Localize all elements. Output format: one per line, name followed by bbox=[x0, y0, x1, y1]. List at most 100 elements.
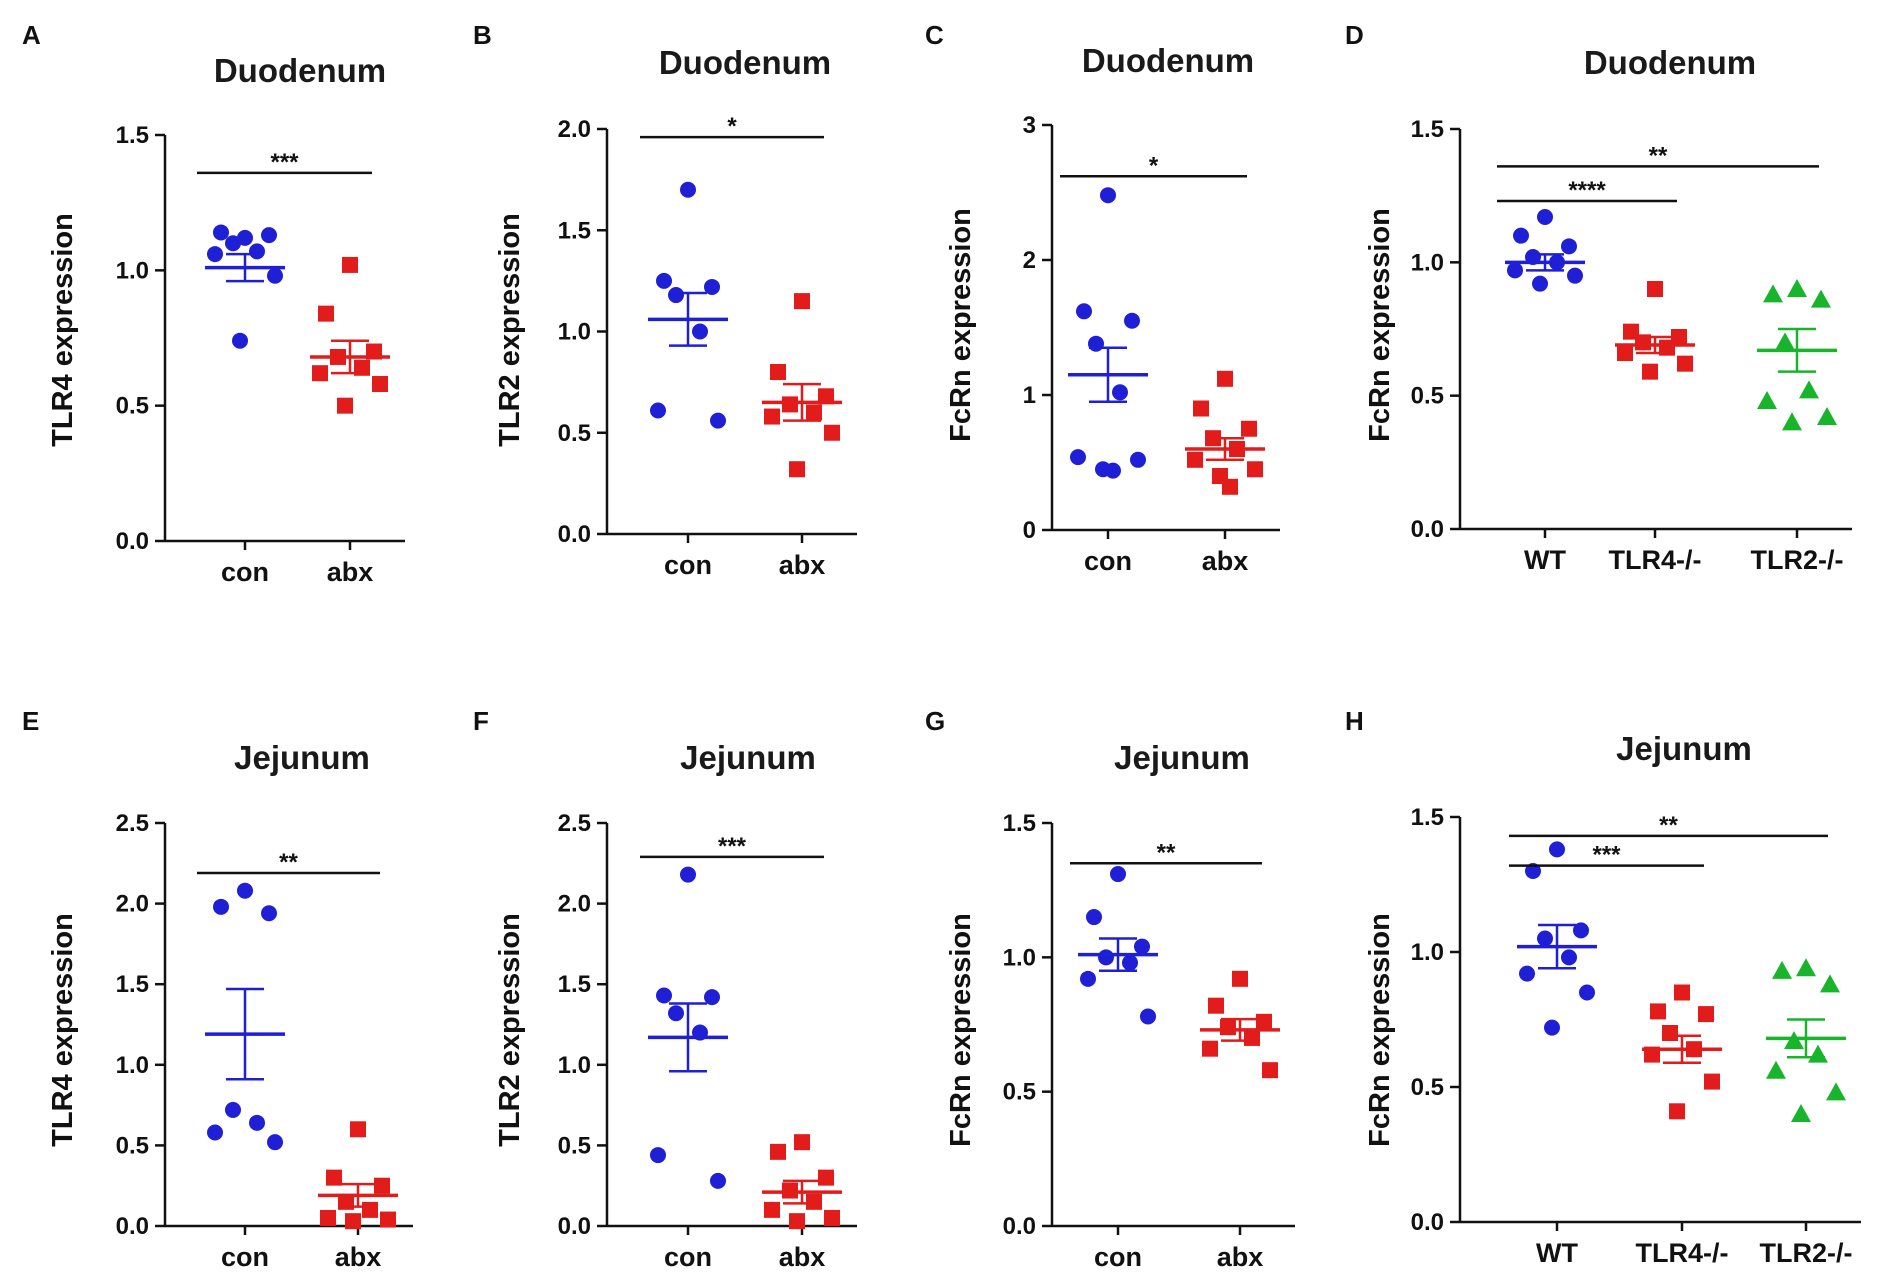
data-point bbox=[342, 256, 358, 273]
chart-title: Duodenum bbox=[1584, 44, 1756, 81]
data-point bbox=[213, 898, 229, 915]
x-tick-label: TLR2-/- bbox=[1760, 1238, 1853, 1268]
data-point bbox=[656, 272, 672, 289]
data-point bbox=[1193, 400, 1209, 417]
group-abx: abx bbox=[318, 1121, 398, 1272]
data-point bbox=[1796, 958, 1816, 977]
data-point bbox=[1208, 997, 1224, 1014]
data-point bbox=[1241, 420, 1257, 437]
panel-letter: G bbox=[925, 706, 945, 736]
data-point bbox=[789, 461, 805, 478]
data-point bbox=[650, 1147, 666, 1164]
data-point bbox=[1247, 461, 1263, 478]
data-point bbox=[764, 1201, 780, 1218]
y-tick-label: 1.0 bbox=[558, 319, 591, 346]
y-tick-label: 1.5 bbox=[1411, 804, 1444, 831]
data-point bbox=[337, 397, 353, 414]
chart-title: Jejunum bbox=[1114, 739, 1250, 776]
chart-title: Jejunum bbox=[1616, 730, 1752, 767]
data-point bbox=[1532, 275, 1548, 292]
group-abx: abx bbox=[1200, 970, 1280, 1272]
panel-letter: B bbox=[473, 20, 492, 50]
y-tick-label: 0.0 bbox=[558, 521, 591, 548]
data-point bbox=[1202, 1040, 1218, 1057]
panel-letter: H bbox=[1345, 706, 1364, 736]
group-con: con bbox=[205, 224, 285, 587]
data-point bbox=[237, 882, 253, 899]
chart-title: Jejunum bbox=[680, 739, 816, 776]
y-tick-label: 1.5 bbox=[1411, 116, 1444, 143]
y-tick-label: 0.5 bbox=[116, 393, 149, 420]
data-point bbox=[267, 267, 283, 284]
y-tick-label: 2.5 bbox=[116, 810, 149, 837]
data-point bbox=[668, 1005, 684, 1022]
data-point bbox=[1799, 380, 1819, 399]
significance-label: *** bbox=[270, 149, 299, 176]
x-tick-label: con bbox=[221, 557, 269, 587]
data-point bbox=[1791, 1104, 1811, 1122]
chart-title: Duodenum bbox=[1082, 42, 1254, 79]
y-axis-label: TLR2 expression bbox=[494, 913, 526, 1147]
y-tick-label: 0.5 bbox=[116, 1132, 149, 1159]
data-point bbox=[1080, 970, 1096, 987]
data-point bbox=[318, 305, 334, 322]
data-point bbox=[1110, 866, 1126, 883]
group-con: con bbox=[1068, 187, 1148, 576]
data-point bbox=[1256, 1013, 1272, 1030]
data-point bbox=[261, 227, 277, 244]
data-point bbox=[225, 235, 241, 252]
data-point bbox=[1787, 279, 1807, 297]
y-axis-label: FcRn expression bbox=[945, 913, 977, 1147]
x-tick-label: abx bbox=[327, 557, 374, 587]
significance-label: **** bbox=[1568, 177, 1606, 204]
data-point bbox=[345, 1213, 361, 1230]
data-point bbox=[1647, 281, 1663, 297]
significance-label: *** bbox=[718, 833, 747, 860]
group-abx: abx bbox=[1185, 370, 1265, 576]
significance-label: ** bbox=[1649, 142, 1668, 169]
data-point bbox=[213, 224, 229, 241]
data-point bbox=[1262, 1062, 1278, 1079]
data-point bbox=[249, 243, 265, 260]
data-point bbox=[1112, 384, 1128, 401]
y-tick-label: 1 bbox=[1023, 382, 1036, 409]
data-point bbox=[1808, 1044, 1828, 1063]
y-axis-label: FcRn expression bbox=[945, 208, 977, 442]
data-point bbox=[1561, 238, 1577, 255]
significance-label: ** bbox=[1157, 839, 1176, 866]
data-point bbox=[261, 905, 277, 922]
group-con: con bbox=[1078, 866, 1158, 1272]
y-tick-label: 1.0 bbox=[116, 257, 149, 284]
data-point bbox=[1098, 949, 1114, 966]
data-point bbox=[1642, 363, 1658, 380]
y-tick-label: 0.0 bbox=[558, 1213, 591, 1240]
data-point bbox=[1763, 284, 1783, 303]
y-axis-label: FcRn expression bbox=[1364, 208, 1396, 442]
panel-a: A Duodenum TLR4 expression 0.0 0.5 1.0 1.5 con a… bbox=[22, 20, 405, 587]
data-point bbox=[1513, 227, 1529, 244]
data-point bbox=[1222, 478, 1238, 495]
x-tick-label: abx bbox=[1217, 1242, 1264, 1272]
data-point bbox=[770, 364, 786, 380]
data-point bbox=[1086, 909, 1102, 926]
data-point bbox=[1662, 1025, 1678, 1041]
data-point bbox=[372, 376, 388, 393]
x-tick-label: WT bbox=[1524, 545, 1566, 575]
significance-label: *** bbox=[1592, 842, 1621, 869]
y-tick-label: 2.0 bbox=[558, 116, 591, 143]
significance-label: * bbox=[1149, 152, 1159, 179]
x-tick-label: abx bbox=[779, 550, 826, 580]
panel-letter: C bbox=[925, 20, 944, 50]
y-tick-label: 0.5 bbox=[1003, 1079, 1036, 1106]
group-wt: WT bbox=[1505, 209, 1585, 575]
y-tick-label: 2 bbox=[1023, 247, 1036, 274]
data-point bbox=[1617, 345, 1633, 361]
y-tick-label: 2.0 bbox=[558, 891, 591, 918]
data-point bbox=[680, 181, 696, 198]
data-point bbox=[692, 323, 708, 340]
data-point bbox=[1537, 209, 1553, 225]
data-point bbox=[650, 402, 666, 419]
y-tick-label: 1.5 bbox=[558, 217, 591, 244]
data-point bbox=[710, 412, 726, 429]
